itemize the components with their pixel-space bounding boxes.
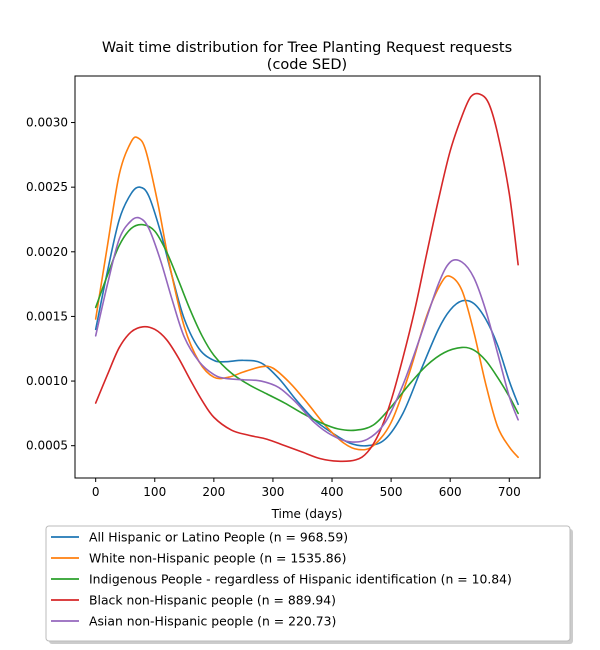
legend-label-3: Indigenous People - regardless of Hispan… <box>89 572 512 587</box>
x-tick-label: 700 <box>498 485 521 499</box>
chart-title-line-1: Wait time distribution for Tree Planting… <box>102 40 512 56</box>
y-tick-label: 0.0020 <box>26 245 68 259</box>
x-axis-label: Time (days) <box>271 507 343 521</box>
y-tick-label: 0.0015 <box>26 309 68 323</box>
chart-title: Wait time distribution for Tree Planting… <box>102 40 512 73</box>
plot-frame <box>74 75 541 479</box>
y-tick-label: 0.0005 <box>26 439 68 453</box>
series-line-2 <box>94 136 519 459</box>
chart-title-line-2: (code SED) <box>267 57 347 73</box>
legend-label-1: All Hispanic or Latino People (n = 968.5… <box>89 530 348 545</box>
legend: All Hispanic or Latino People (n = 968.5… <box>45 525 573 644</box>
legend-box <box>45 525 571 642</box>
y-tick-label: 0.0025 <box>26 180 68 194</box>
series-line-5 <box>94 216 519 443</box>
x-tick-label: 100 <box>143 485 166 499</box>
legend-label-2: White non-Hispanic people (n = 1535.86) <box>89 551 346 566</box>
x-tick-label: 200 <box>202 485 225 499</box>
x-tick-label: 0 <box>92 485 100 499</box>
y-tick-label: 0.0030 <box>26 116 68 130</box>
legend-label-5: Asian non-Hispanic people (n = 220.73) <box>89 614 336 629</box>
x-tick-label: 400 <box>321 485 344 499</box>
x-tick-label: 300 <box>261 485 284 499</box>
legend-label-4: Black non-Hispanic people (n = 889.94) <box>89 593 336 608</box>
series-line-1 <box>94 186 519 447</box>
x-axis: 0 100 200 300 400 500 600 700 <box>92 478 521 499</box>
y-tick-label: 0.0010 <box>26 374 68 388</box>
x-tick-label: 500 <box>380 485 403 499</box>
series-line-4 <box>94 92 519 463</box>
x-tick-label: 600 <box>439 485 462 499</box>
y-axis: 0.0005 0.0010 0.0015 0.0020 0.0025 0.0030 <box>26 116 75 453</box>
series-line-3 <box>94 223 519 432</box>
plot-series <box>94 92 519 463</box>
